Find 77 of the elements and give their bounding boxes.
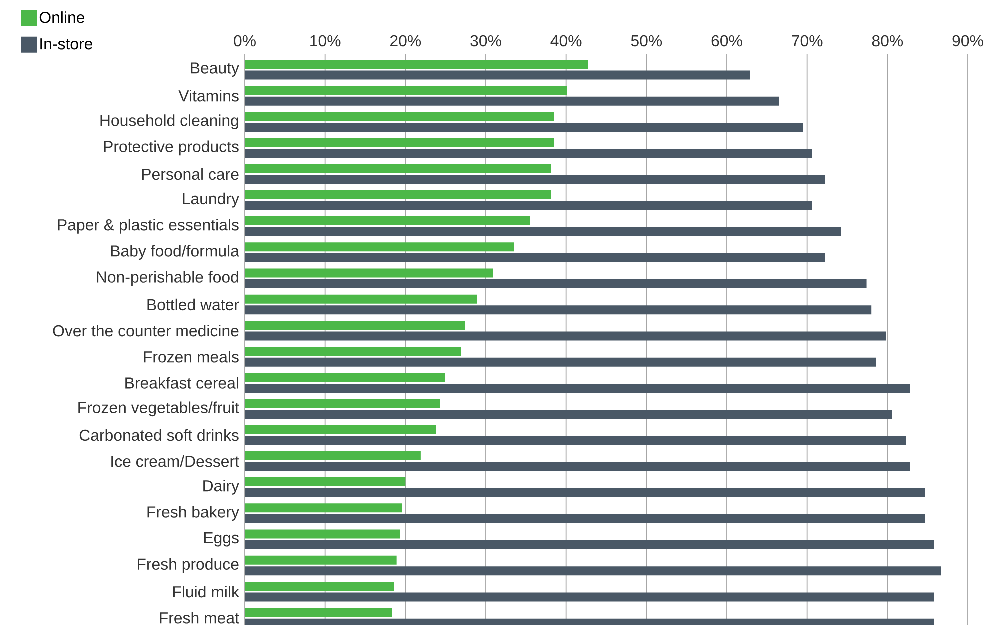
bar bbox=[245, 201, 812, 210]
y-tick-label: Fresh produce bbox=[138, 558, 239, 574]
y-tick-label: Fresh bakery bbox=[148, 506, 240, 521]
y-tick-label: Fresh meat bbox=[160, 612, 240, 624]
bar bbox=[245, 582, 394, 591]
bar bbox=[245, 514, 926, 524]
y-tick-label: Ice cream/Dessert bbox=[112, 456, 240, 468]
bar bbox=[245, 504, 402, 513]
bar bbox=[245, 347, 462, 356]
bar bbox=[245, 373, 446, 382]
bar bbox=[245, 556, 397, 565]
bar bbox=[245, 436, 906, 446]
bar bbox=[245, 540, 934, 550]
bar bbox=[245, 306, 872, 315]
x-tick-label: 80% bbox=[872, 35, 904, 47]
legend-label: Online bbox=[40, 12, 85, 24]
y-tick-label: Frozen vegetables/fruit bbox=[78, 402, 240, 417]
x-tick-label: 0% bbox=[234, 35, 256, 47]
y-tick-label: Baby food/formula bbox=[111, 245, 240, 260]
y-tick-label: Beauty bbox=[191, 62, 240, 77]
bar bbox=[245, 122, 804, 132]
y-tick-label: Carbonated soft drinks bbox=[80, 429, 239, 442]
bar bbox=[245, 216, 530, 226]
bar bbox=[245, 280, 867, 289]
bar bbox=[245, 399, 440, 408]
x-tick-label: 50% bbox=[631, 35, 662, 47]
bar bbox=[245, 462, 910, 472]
bar bbox=[245, 294, 478, 304]
bar bbox=[245, 488, 926, 498]
bar bbox=[245, 175, 826, 184]
bar bbox=[245, 530, 400, 539]
bar bbox=[245, 60, 588, 69]
bar bbox=[245, 410, 892, 420]
bar bbox=[245, 164, 552, 174]
x-tick-label: 90% bbox=[952, 35, 984, 47]
bar bbox=[245, 320, 466, 330]
legend-label: In-store bbox=[40, 38, 92, 50]
x-tick-label: 60% bbox=[712, 35, 742, 47]
y-tick-label: Fluid milk bbox=[173, 586, 240, 598]
x-tick-label: 20% bbox=[390, 35, 422, 47]
x-tick-label: 40% bbox=[550, 35, 582, 47]
bar bbox=[245, 190, 552, 200]
bar bbox=[245, 138, 554, 148]
x-tick-label: 10% bbox=[310, 35, 341, 47]
bar bbox=[245, 451, 421, 460]
y-tick-label: Personal care bbox=[142, 168, 239, 180]
bar bbox=[245, 358, 876, 367]
bar bbox=[245, 70, 750, 80]
x-tick-label: 30% bbox=[470, 35, 502, 47]
bar bbox=[245, 268, 494, 278]
y-tick-label: Over the counter medicine bbox=[53, 325, 239, 337]
bar bbox=[245, 253, 826, 262]
bar bbox=[245, 332, 886, 341]
bar bbox=[245, 86, 568, 96]
y-tick-label: Protective products bbox=[104, 140, 239, 156]
y-tick-label: Vitamins bbox=[178, 90, 239, 102]
bar bbox=[245, 96, 780, 106]
bar bbox=[245, 227, 842, 236]
bar bbox=[245, 149, 812, 158]
bar bbox=[245, 384, 910, 393]
y-tick-label: Non-perishable food bbox=[97, 271, 238, 286]
y-tick-label: Breakfast cereal bbox=[126, 377, 238, 389]
bar bbox=[245, 566, 942, 576]
bar bbox=[245, 425, 436, 434]
bar bbox=[245, 608, 392, 618]
y-tick-label: Household cleaning bbox=[100, 114, 238, 130]
bar bbox=[245, 478, 406, 487]
bar bbox=[245, 242, 514, 252]
y-tick-label: Frozen meals bbox=[144, 351, 239, 363]
bar bbox=[245, 592, 934, 602]
bar bbox=[245, 112, 554, 122]
y-tick-label: Bottled water bbox=[148, 298, 240, 311]
y-tick-label: Laundry bbox=[183, 192, 240, 208]
y-tick-label: Dairy bbox=[204, 480, 240, 495]
x-tick-label: 70% bbox=[792, 35, 823, 47]
y-tick-label: Eggs bbox=[204, 532, 239, 547]
y-tick-label: Paper & plastic essentials bbox=[58, 219, 239, 234]
